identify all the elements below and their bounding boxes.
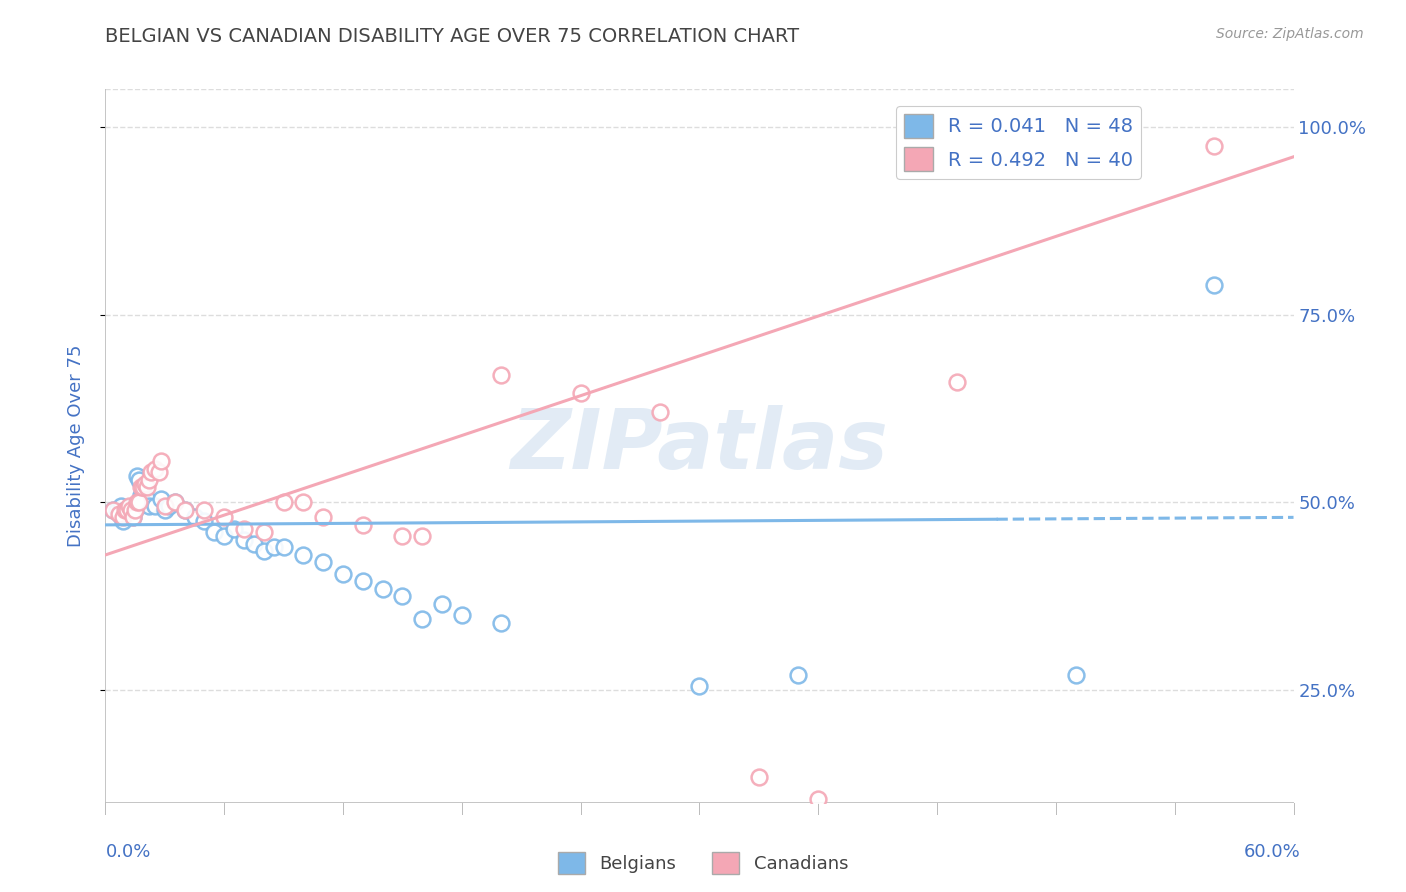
Point <box>122 510 145 524</box>
Point <box>115 507 138 521</box>
Point <box>312 510 335 524</box>
Point <box>491 368 513 382</box>
Point <box>149 454 172 468</box>
Point <box>143 461 166 475</box>
Point <box>569 386 592 401</box>
Point <box>105 503 128 517</box>
Point <box>273 495 295 509</box>
Point <box>1204 277 1226 292</box>
Point <box>139 465 162 479</box>
Point <box>136 491 159 506</box>
Point <box>103 503 125 517</box>
Point <box>183 510 205 524</box>
Point <box>127 469 149 483</box>
Point <box>118 503 141 517</box>
Point <box>202 525 225 540</box>
Point <box>193 503 215 517</box>
Text: ZIPatlas: ZIPatlas <box>510 406 889 486</box>
Point <box>253 544 276 558</box>
Point <box>138 473 160 487</box>
Point <box>129 480 152 494</box>
Point <box>127 495 149 509</box>
Point <box>108 507 131 521</box>
Point <box>103 503 125 517</box>
Point <box>787 668 810 682</box>
Point <box>124 503 146 517</box>
Point <box>450 607 472 622</box>
Point <box>807 792 830 806</box>
Point <box>128 473 150 487</box>
Point <box>112 510 135 524</box>
Point <box>648 405 671 419</box>
Point <box>132 488 155 502</box>
Point <box>312 556 335 570</box>
Point <box>129 488 152 502</box>
Point <box>128 495 150 509</box>
Point <box>115 503 138 517</box>
Point <box>148 465 170 479</box>
Point <box>292 495 315 509</box>
Point <box>411 612 433 626</box>
Point <box>153 499 176 513</box>
Point <box>689 679 711 693</box>
Y-axis label: Disability Age Over 75: Disability Age Over 75 <box>66 344 84 548</box>
Point <box>136 480 159 494</box>
Point <box>263 541 285 555</box>
Point <box>112 514 135 528</box>
Point <box>214 529 236 543</box>
Point <box>1204 138 1226 153</box>
Point <box>946 375 969 389</box>
Point <box>193 514 215 528</box>
Point <box>149 491 172 506</box>
Point <box>352 574 374 589</box>
Point <box>163 495 186 509</box>
Point <box>430 597 453 611</box>
Point <box>748 770 770 784</box>
Point <box>173 503 195 517</box>
Point <box>391 589 413 603</box>
Point <box>411 529 433 543</box>
Point <box>224 522 246 536</box>
Point <box>134 476 156 491</box>
Point <box>332 566 354 581</box>
Point <box>491 615 513 630</box>
Point <box>214 510 236 524</box>
Point <box>233 533 256 547</box>
Point <box>153 503 176 517</box>
Point <box>118 499 141 513</box>
Point <box>371 582 394 596</box>
Text: Source: ZipAtlas.com: Source: ZipAtlas.com <box>1216 27 1364 41</box>
Point <box>120 503 142 517</box>
Point <box>243 536 266 550</box>
Point <box>233 522 256 536</box>
Text: BELGIAN VS CANADIAN DISABILITY AGE OVER 75 CORRELATION CHART: BELGIAN VS CANADIAN DISABILITY AGE OVER … <box>105 27 800 45</box>
Text: 60.0%: 60.0% <box>1244 843 1301 861</box>
Point <box>124 503 146 517</box>
Legend: R = 0.041   N = 48, R = 0.492   N = 40: R = 0.041 N = 48, R = 0.492 N = 40 <box>896 106 1142 178</box>
Point <box>143 499 166 513</box>
Point <box>134 495 156 509</box>
Point <box>1064 668 1087 682</box>
Point <box>292 548 315 562</box>
Text: 0.0%: 0.0% <box>105 843 150 861</box>
Point <box>163 495 186 509</box>
Point <box>122 510 145 524</box>
Point <box>352 517 374 532</box>
Point <box>120 503 142 517</box>
Point <box>114 503 136 517</box>
Point <box>273 541 295 555</box>
Legend: Belgians, Canadians: Belgians, Canadians <box>551 845 855 881</box>
Point <box>110 499 132 513</box>
Point <box>253 525 276 540</box>
Point <box>114 503 136 517</box>
Point <box>138 499 160 513</box>
Point <box>132 480 155 494</box>
Point <box>391 529 413 543</box>
Point <box>108 507 131 521</box>
Point <box>157 499 180 513</box>
Point <box>173 503 195 517</box>
